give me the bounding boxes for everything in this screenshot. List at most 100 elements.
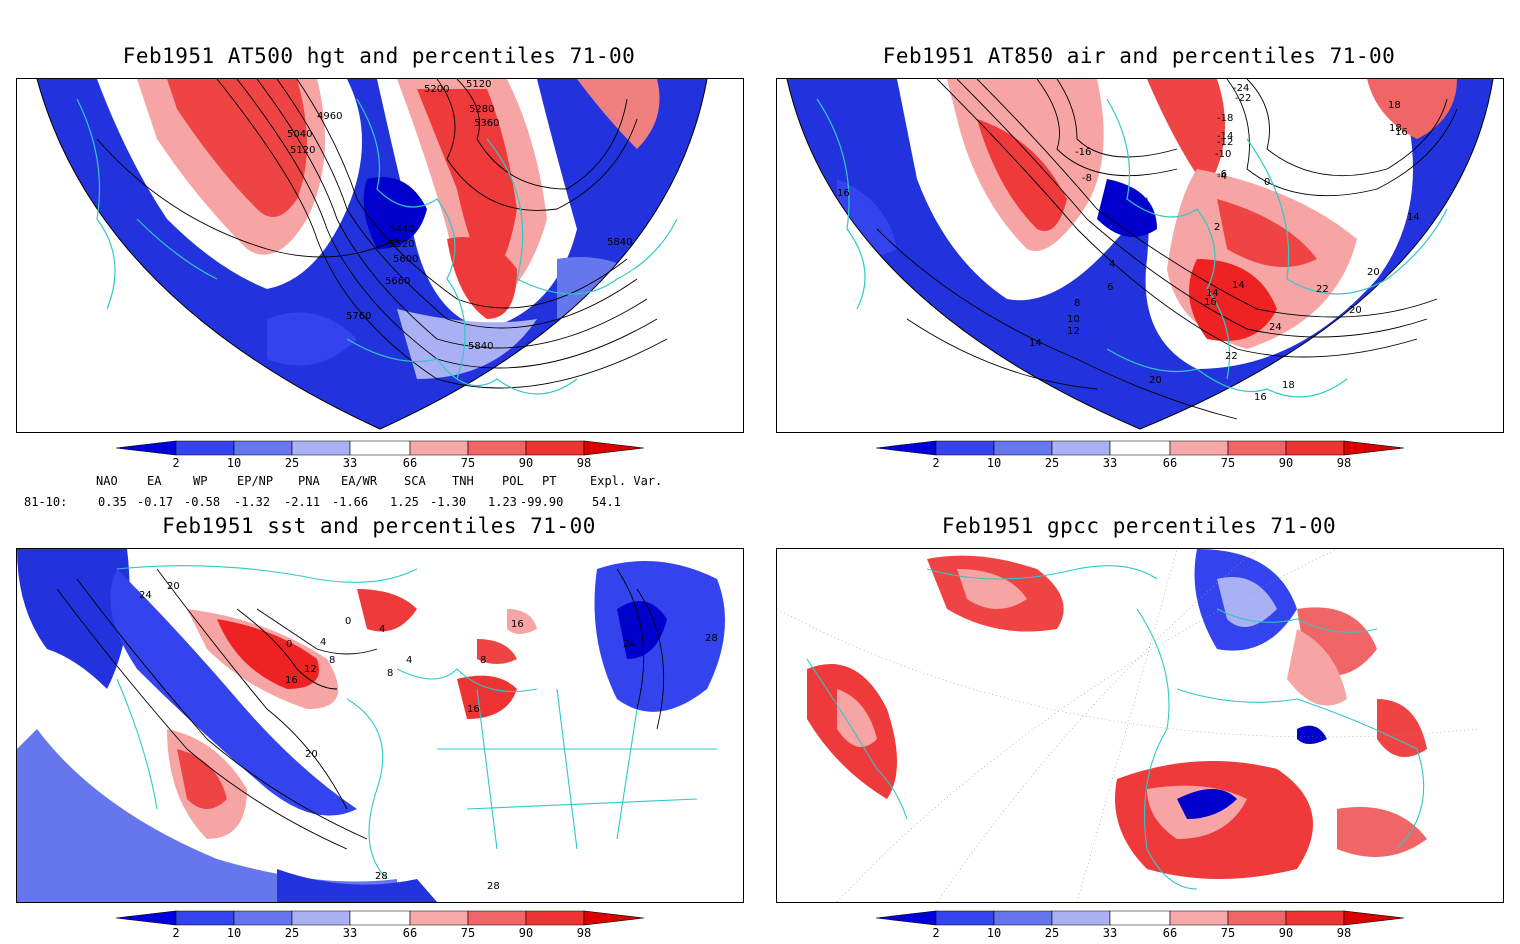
colorbar-tick-label: 2 bbox=[932, 456, 939, 470]
colorbar-tick-label: 98 bbox=[1337, 926, 1351, 940]
colorbar-segment bbox=[1285, 910, 1345, 926]
colorbar-segment bbox=[583, 910, 645, 926]
index-name: EA/WR bbox=[341, 474, 378, 488]
map-panel-air850: -24 -22 -18 -16 -14 -12 -10 -8 -6 -4 0 2… bbox=[776, 78, 1504, 433]
colorbar-segment bbox=[349, 440, 411, 456]
contour-label: 4960 bbox=[317, 111, 342, 122]
percentile-shading bbox=[17, 549, 743, 902]
index-value: -0.17 bbox=[137, 495, 174, 509]
coastlines bbox=[806, 565, 1425, 890]
contour-label: 4 bbox=[320, 637, 326, 648]
colorbar-tick-label: 10 bbox=[987, 456, 1001, 470]
colorbar-tick-label: 90 bbox=[1279, 456, 1293, 470]
colorbar-hgt500: 2 10 25 33 66 75 90 98 bbox=[115, 440, 646, 470]
coastlines bbox=[816, 98, 1448, 398]
contour-label: 20 bbox=[1149, 375, 1162, 386]
colorbar-tick-label: 66 bbox=[1163, 926, 1177, 940]
colorbar-tick-label: 33 bbox=[343, 456, 357, 470]
contour-label: 14 bbox=[1206, 288, 1219, 299]
contour-label: 28 bbox=[487, 881, 500, 892]
contour-label: -14 bbox=[1217, 131, 1233, 142]
contour-label: 12 bbox=[304, 664, 317, 675]
colorbar-tick-label: 75 bbox=[1221, 456, 1235, 470]
colorbar-tick-label: 10 bbox=[227, 926, 241, 940]
contour-label: 5360 bbox=[474, 118, 499, 129]
colorbar-segment bbox=[1169, 440, 1229, 456]
contour-label: -12 bbox=[1217, 137, 1233, 148]
colorbar-graphic: 2 10 25 33 66 75 90 98 bbox=[115, 440, 645, 470]
percentile-shading bbox=[777, 549, 1503, 902]
contour-label: 14 bbox=[1029, 338, 1042, 349]
contour-label: 2 bbox=[1214, 222, 1220, 233]
coastlines bbox=[116, 565, 717, 880]
contour-label: 4 bbox=[406, 655, 412, 666]
contour-label: 8 bbox=[329, 655, 335, 666]
colorbar-tick-label: 90 bbox=[1279, 926, 1293, 940]
contour-label: 16 bbox=[837, 188, 850, 199]
colorbar-segment bbox=[409, 910, 469, 926]
index-value: -1.30 bbox=[430, 495, 467, 509]
colorbar-tick-label: 75 bbox=[461, 926, 475, 940]
contour-label: 8 bbox=[387, 668, 393, 679]
index-name: WP bbox=[193, 474, 208, 488]
index-value: 54.1 bbox=[592, 495, 621, 509]
index-value: -2.11 bbox=[284, 495, 321, 509]
index-name: PT bbox=[542, 474, 557, 488]
colorbar-graphic: 2 10 25 33 66 75 90 98 bbox=[875, 440, 1405, 470]
colorbar-segment bbox=[525, 910, 585, 926]
colorbar-tick-label: 2 bbox=[932, 926, 939, 940]
colorbar-segment bbox=[467, 440, 527, 456]
contour-label-group: 24 20 0 4 8 12 16 0 4 20 24 28 28 28 16 … bbox=[139, 581, 718, 892]
contour-label: 20 bbox=[305, 749, 318, 760]
colorbar-segment bbox=[233, 440, 293, 456]
colorbar-segment bbox=[1343, 910, 1405, 926]
contour-label: 5840 bbox=[468, 341, 493, 352]
index-name: NAO bbox=[96, 474, 118, 488]
panel-title-gpcc: Feb1951 gpcc percentiles 71-00 bbox=[941, 514, 1337, 538]
index-value: -1.32 bbox=[234, 495, 271, 509]
index-value: -0.58 bbox=[184, 495, 221, 509]
colorbar-segment bbox=[993, 910, 1053, 926]
contour-label: 5200 bbox=[424, 84, 449, 95]
colorbar-segment bbox=[875, 440, 937, 456]
contour-label: -16 bbox=[1075, 147, 1091, 158]
contour-label: 24 bbox=[139, 590, 152, 601]
contour-label: 10 bbox=[1067, 314, 1080, 325]
colorbar-tick-label: 66 bbox=[403, 926, 417, 940]
index-value: 1.23 bbox=[488, 495, 517, 509]
colorbar-segment bbox=[175, 910, 235, 926]
colorbar-tick-label: 98 bbox=[577, 926, 591, 940]
colorbar-segment bbox=[233, 910, 293, 926]
colorbar-graphic: 2 10 25 33 66 75 90 98 bbox=[875, 910, 1405, 940]
colorbar-segment bbox=[175, 440, 235, 456]
panel-title-hgt500: Feb1951 AT500 hgt and percentiles 71-00 bbox=[122, 44, 636, 68]
colorbar-segment bbox=[291, 910, 351, 926]
contour-label: 5660 bbox=[385, 276, 410, 287]
teleconnection-indices: NAO EA WP EP/NP PNA EA/WR SCA TNH POL PT… bbox=[0, 474, 760, 514]
contour-label: 5280 bbox=[469, 104, 494, 115]
contour-label: 14 bbox=[1232, 280, 1245, 291]
colorbar-tick-label: 33 bbox=[1103, 456, 1117, 470]
contour-label: 16 bbox=[511, 619, 524, 630]
contour-label: 0 bbox=[286, 639, 292, 650]
panel-title-air850: Feb1951 AT850 air and percentiles 71-00 bbox=[882, 44, 1396, 68]
index-row-label: 81-10: bbox=[24, 495, 68, 509]
contour-label: 18 bbox=[1388, 100, 1401, 111]
colorbar-tick-label: 2 bbox=[172, 926, 179, 940]
panel-title-sst: Feb1951 sst and percentiles 71-00 bbox=[162, 514, 596, 538]
contour-label-group: 4960 5040 5120 5200 5120 5280 5360 5440 … bbox=[287, 79, 632, 352]
index-value: -1.66 bbox=[332, 495, 369, 509]
colorbar-tick-label: 66 bbox=[1163, 456, 1177, 470]
contour-label: 16 bbox=[285, 675, 298, 686]
contour-lines bbox=[56, 568, 665, 850]
contour-label: 12 bbox=[1067, 326, 1080, 337]
contour-label: 22 bbox=[1225, 351, 1238, 362]
map-panel-sst: 24 20 0 4 8 12 16 0 4 20 24 28 28 28 16 … bbox=[16, 548, 744, 903]
colorbar-sst: 2 10 25 33 66 75 90 98 bbox=[115, 910, 646, 940]
colorbar-segment bbox=[1051, 440, 1111, 456]
contour-label-group: -24 -22 -18 -16 -14 -12 -10 -8 -6 -4 0 2… bbox=[837, 83, 1420, 403]
contour-label: 20 bbox=[1349, 305, 1362, 316]
colorbar-air850: 2 10 25 33 66 75 90 98 bbox=[875, 440, 1406, 470]
colorbar-tick-label: 98 bbox=[577, 456, 591, 470]
graticule bbox=[777, 549, 1478, 902]
